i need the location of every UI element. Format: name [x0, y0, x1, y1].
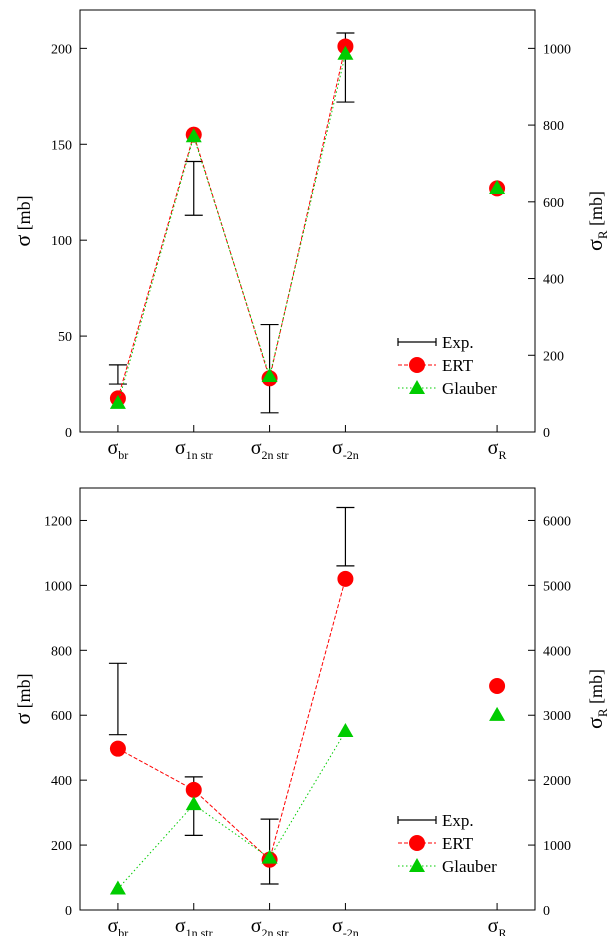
glauber-point	[109, 880, 126, 895]
glauber-line	[117, 54, 346, 404]
y2-tick-label: 1000	[543, 42, 571, 57]
legend-entry: ERT	[398, 834, 474, 853]
legend-label: ERT	[442, 356, 474, 375]
y-tick-label: 50	[58, 330, 72, 345]
legend-entry: Exp.	[397, 333, 474, 352]
legend-label: Exp.	[442, 333, 474, 352]
y-tick-label: 1200	[44, 514, 72, 529]
legend: Exp. ERT Glauber	[397, 811, 497, 876]
glauber-point	[261, 367, 278, 382]
y2-tick-label: 2000	[543, 774, 571, 789]
x-tick-label: σ-2n	[332, 437, 359, 462]
legend-entry: ERT	[398, 356, 474, 375]
x-tick-label: σR	[488, 915, 507, 936]
y2-tick-label: 3000	[543, 709, 571, 724]
chart-panel-bottom: 0 200 400 600 800 1000 1200 0 1000 2000 3000 4000 50…	[10, 487, 609, 936]
glauber-point	[109, 394, 126, 409]
legend-label: Exp.	[442, 811, 474, 830]
glauber-point	[489, 179, 506, 194]
legend-entry: Glauber	[398, 379, 497, 398]
y-axis-title: σ [mb]	[10, 673, 35, 724]
y-tick-label: 1000	[44, 579, 72, 594]
x-tick-label: σ-2n	[332, 915, 359, 936]
plot-frame	[79, 9, 536, 433]
legend-label: Glauber	[442, 379, 497, 398]
glauber-point	[261, 849, 278, 864]
x-tick-label: σbr	[108, 915, 129, 936]
y-tick-label: 400	[51, 774, 72, 789]
ert-point	[337, 570, 354, 587]
chart-panel-top: 0 50 100 150 200 0 200 400 600 800 1000 σbr σ1n str σ…	[10, 9, 609, 462]
ert-point	[185, 781, 202, 798]
legend-entry: Glauber	[398, 857, 497, 876]
ert-line	[117, 578, 346, 861]
legend-label: Glauber	[442, 857, 497, 876]
y-tick-label: 0	[65, 426, 72, 441]
x-tick-label: σ1n str	[175, 915, 213, 936]
x-tick-label: σ2n str	[251, 437, 289, 462]
y2-tick-label: 600	[543, 196, 564, 211]
glauber-point	[185, 128, 202, 143]
glauber-point	[337, 723, 354, 738]
legend-glauber-marker	[409, 858, 425, 872]
y2-tick-label: 1000	[543, 839, 571, 854]
legend-ert-marker	[409, 357, 425, 373]
y2-tick-label: 6000	[543, 514, 571, 529]
y-tick-label: 0	[65, 904, 72, 919]
y-axis-title: σ [mb]	[10, 195, 35, 246]
ert-line	[117, 46, 346, 399]
x-tick-label: σ2n str	[251, 915, 289, 936]
x-tick-label: σbr	[108, 437, 129, 462]
y2-tick-label: 400	[543, 273, 564, 288]
legend-entry: Exp.	[397, 811, 474, 830]
y-tick-label: 100	[51, 234, 72, 249]
plot-frame	[79, 487, 536, 911]
legend: Exp. ERT Glauber	[397, 333, 497, 398]
glauber-line	[117, 731, 346, 890]
y2-tick-label: 0	[543, 426, 550, 441]
y-tick-label: 200	[51, 839, 72, 854]
y2-tick-label: 200	[543, 349, 564, 364]
glauber-point	[337, 45, 354, 60]
ert-point	[489, 678, 506, 695]
y2-tick-label: 0	[543, 904, 550, 919]
y-tick-label: 600	[51, 709, 72, 724]
y2-tick-label: 5000	[543, 579, 571, 594]
y-tick-label: 200	[51, 42, 72, 57]
y2-axis-title: σR [mb]	[582, 191, 609, 251]
x-tick-label: σ1n str	[175, 437, 213, 462]
x-tick-label: σR	[488, 437, 507, 462]
y-tick-label: 800	[51, 644, 72, 659]
legend-label: ERT	[442, 834, 474, 853]
glauber-point	[185, 796, 202, 811]
glauber-point	[489, 706, 506, 721]
y2-tick-label: 800	[543, 119, 564, 134]
legend-glauber-marker	[409, 380, 425, 394]
legend-ert-marker	[409, 835, 425, 851]
y-tick-label: 150	[51, 138, 72, 153]
y2-axis-title: σR [mb]	[582, 669, 609, 729]
ert-point	[109, 740, 126, 757]
y2-tick-label: 4000	[543, 644, 571, 659]
